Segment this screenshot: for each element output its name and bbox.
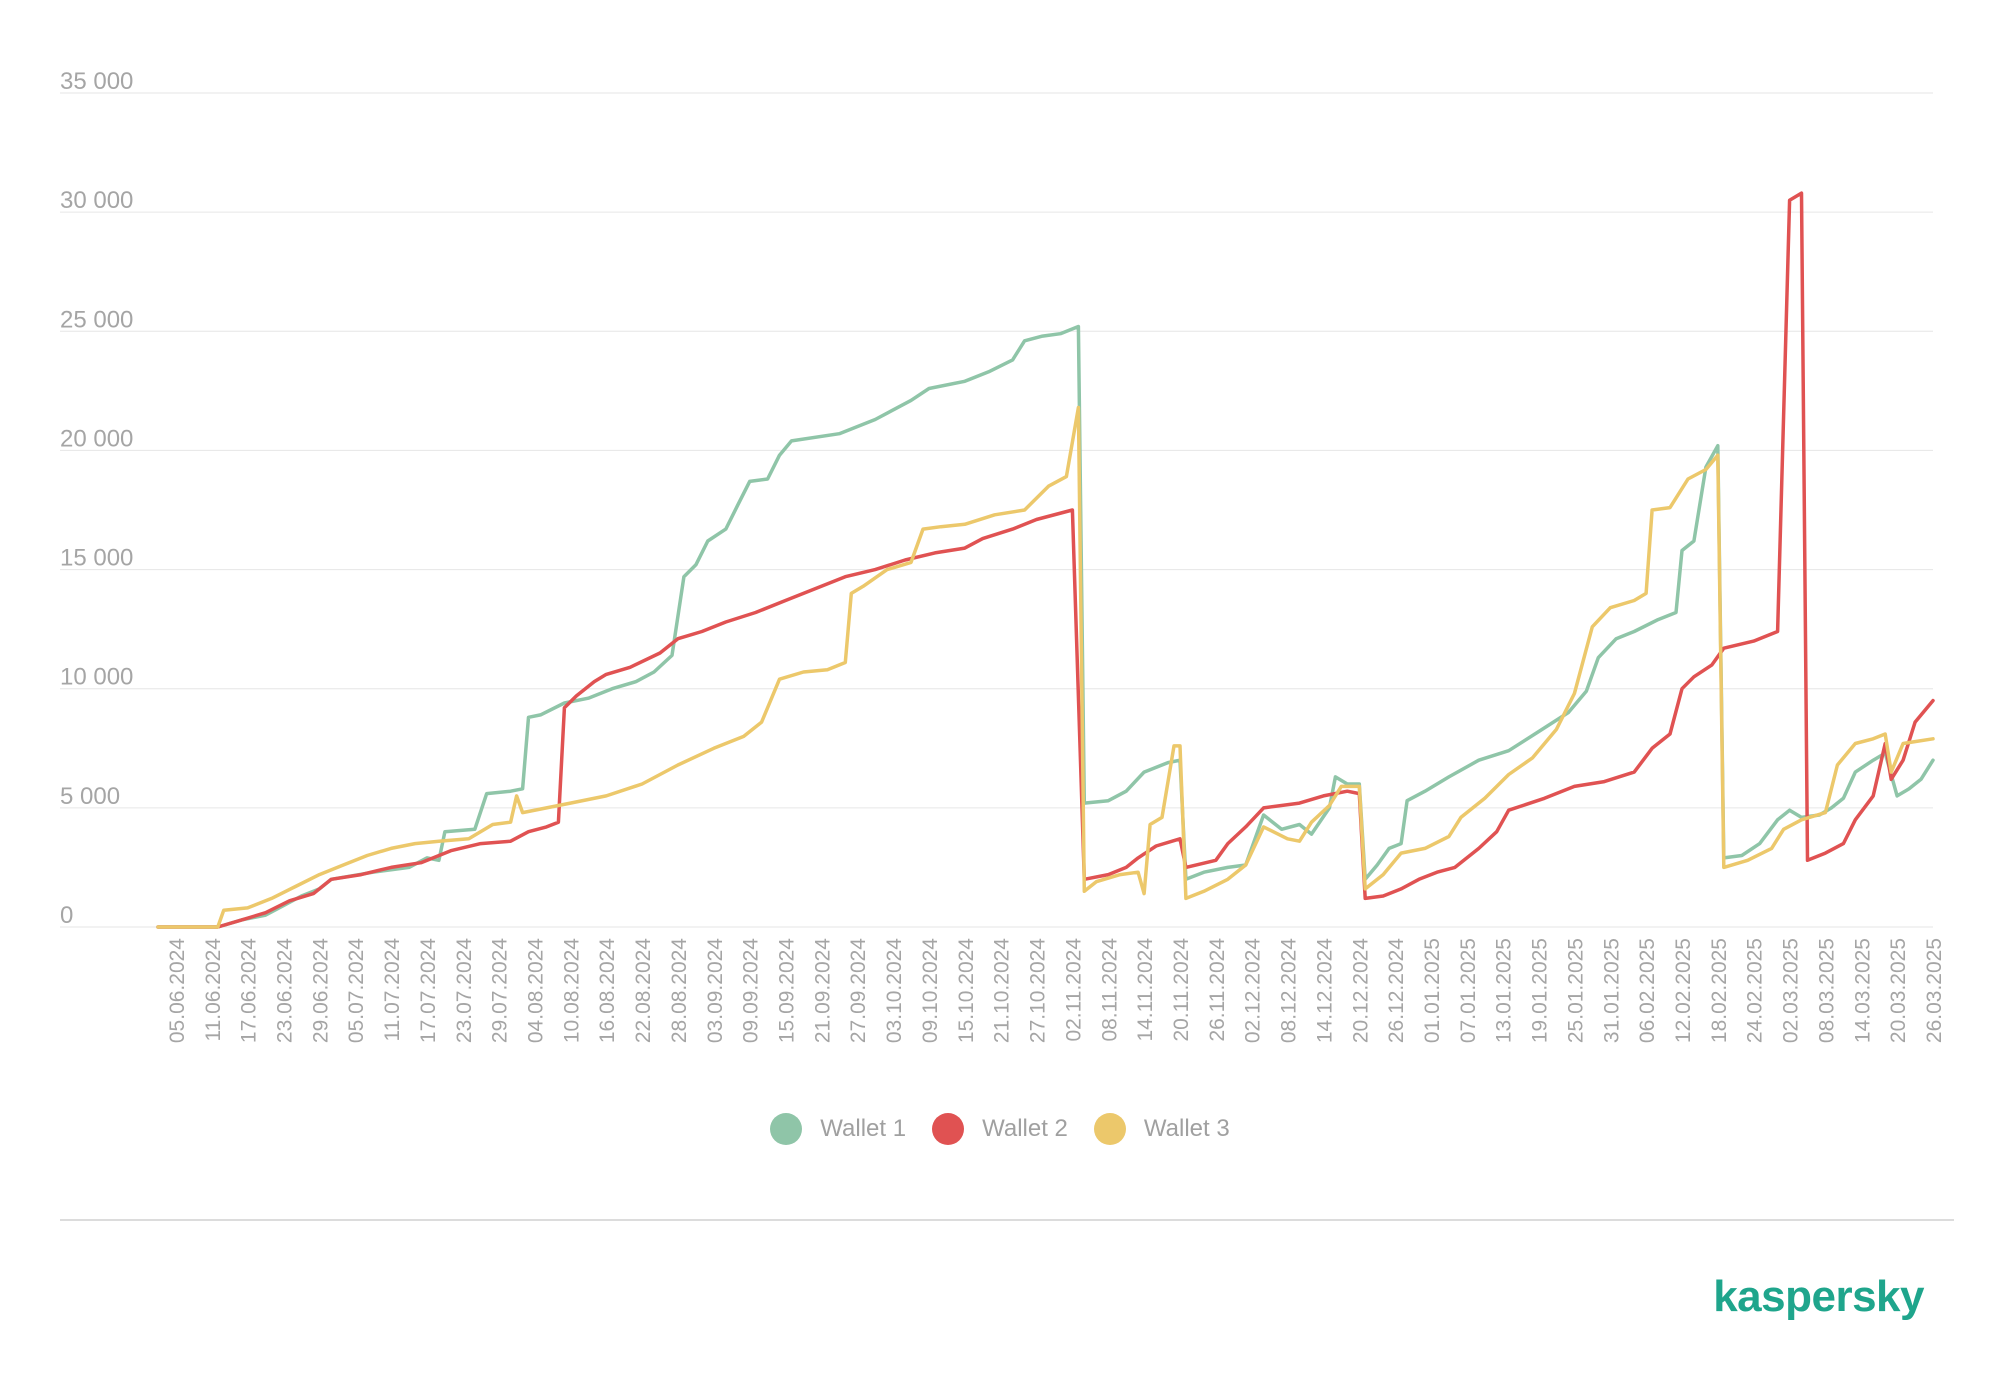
x-tick-label: 12.02.2025	[1672, 938, 1695, 1043]
y-tick-label: 5 000	[60, 783, 120, 810]
legend-label-wallet-1: Wallet 1	[820, 1115, 907, 1142]
x-tick-label: 09.10.2024	[919, 938, 942, 1043]
x-tick-label: 23.07.2024	[453, 938, 476, 1043]
x-tick-label: 26.11.2024	[1206, 938, 1229, 1042]
x-tick-label: 05.07.2024	[345, 938, 368, 1043]
footer-divider	[60, 1219, 1954, 1221]
legend-item-wallet-1[interactable]: Wallet 1	[770, 1113, 906, 1145]
x-tick-label: 15.10.2024	[955, 938, 978, 1043]
x-tick-label: 21.10.2024	[991, 938, 1014, 1043]
x-tick-label: 13.01.2025	[1493, 938, 1516, 1043]
series-line-wallet-2	[156, 191, 1935, 929]
x-tick-label: 17.07.2024	[417, 938, 440, 1043]
legend-swatch-wallet-3	[1093, 1113, 1126, 1145]
y-tick-label: 30 000	[60, 187, 133, 214]
series-lines	[156, 191, 1935, 929]
x-tick-label: 23.06.2024	[274, 938, 297, 1043]
x-tick-label: 20.12.2024	[1349, 938, 1372, 1043]
x-tick-label: 22.08.2024	[632, 938, 655, 1043]
x-tick-label: 08.12.2024	[1278, 938, 1301, 1043]
legend: Wallet 1 Wallet 2 Wallet 3	[0, 1113, 2000, 1145]
gridlines	[60, 92, 1933, 928]
y-tick-label: 35 000	[60, 68, 133, 95]
x-tick-label: 21.09.2024	[811, 938, 834, 1043]
x-tick-label: 02.11.2024	[1062, 938, 1085, 1042]
x-tick-label: 26.12.2024	[1385, 938, 1408, 1043]
y-axis-tick-labels: 0 5 000 10 000 15 000 20 000 25 000 30 000 35 0…	[60, 68, 133, 929]
x-tick-label: 03.09.2024	[704, 938, 727, 1043]
x-tick-label: 01.01.2025	[1421, 938, 1444, 1043]
x-tick-label: 14.03.2025	[1851, 938, 1874, 1043]
x-tick-label: 25.01.2025	[1564, 938, 1587, 1043]
y-tick-label: 15 000	[60, 545, 133, 572]
x-tick-label: 04.08.2024	[525, 938, 548, 1043]
x-tick-label: 18.02.2025	[1708, 938, 1731, 1043]
x-tick-label: 16.08.2024	[596, 938, 619, 1043]
x-tick-label: 02.03.2025	[1780, 938, 1803, 1043]
x-tick-label: 24.02.2025	[1744, 938, 1767, 1043]
x-tick-label: 29.07.2024	[489, 938, 512, 1043]
x-tick-label: 17.06.2024	[238, 938, 261, 1043]
legend-item-wallet-3[interactable]: Wallet 3	[1093, 1113, 1230, 1145]
y-tick-label: 10 000	[60, 664, 133, 691]
x-tick-label: 19.01.2025	[1529, 938, 1552, 1043]
x-tick-label: 14.12.2024	[1313, 938, 1336, 1043]
legend-item-wallet-2[interactable]: Wallet 2	[932, 1113, 1068, 1145]
x-tick-label: 11.07.2024	[381, 938, 404, 1042]
y-tick-label: 20 000	[60, 425, 133, 452]
x-tick-label: 11.06.2024	[202, 938, 225, 1042]
x-tick-label: 27.10.2024	[1027, 938, 1050, 1043]
y-tick-label: 0	[60, 902, 73, 929]
x-tick-label: 06.02.2025	[1636, 938, 1659, 1043]
series-line-wallet-1	[156, 324, 1935, 929]
x-tick-label: 20.03.2025	[1887, 938, 1910, 1043]
x-tick-label: 20.11.2024	[1170, 938, 1193, 1042]
x-axis-tick-labels: 05.06.2024 11.06.2024 17.06.2024 23.06.2024…	[166, 938, 1946, 1043]
x-tick-label: 10.08.2024	[560, 938, 583, 1043]
kaspersky-logo: kaspersky	[1713, 1272, 1924, 1321]
series-line-wallet-3	[156, 405, 1935, 929]
x-tick-label: 29.06.2024	[309, 938, 332, 1043]
x-tick-label: 26.03.2025	[1923, 938, 1946, 1043]
x-tick-label: 05.06.2024	[166, 938, 189, 1043]
y-tick-label: 25 000	[60, 306, 133, 333]
x-tick-label: 07.01.2025	[1457, 938, 1480, 1043]
x-tick-label: 27.09.2024	[847, 938, 870, 1043]
x-tick-label: 02.12.2024	[1242, 938, 1265, 1043]
x-tick-label: 03.10.2024	[883, 938, 906, 1043]
x-tick-label: 08.11.2024	[1098, 938, 1121, 1042]
legend-swatch-wallet-1	[770, 1113, 803, 1145]
x-tick-label: 08.03.2025	[1815, 938, 1838, 1043]
x-tick-label: 28.08.2024	[668, 938, 691, 1043]
legend-label-wallet-3: Wallet 3	[1143, 1115, 1230, 1142]
x-tick-label: 15.09.2024	[776, 938, 799, 1043]
x-tick-label: 09.09.2024	[740, 938, 763, 1043]
legend-label-wallet-2: Wallet 2	[982, 1115, 1068, 1142]
legend-swatch-wallet-2	[932, 1113, 965, 1145]
x-tick-label: 14.11.2024	[1134, 938, 1157, 1042]
x-tick-label: 31.01.2025	[1600, 938, 1623, 1043]
